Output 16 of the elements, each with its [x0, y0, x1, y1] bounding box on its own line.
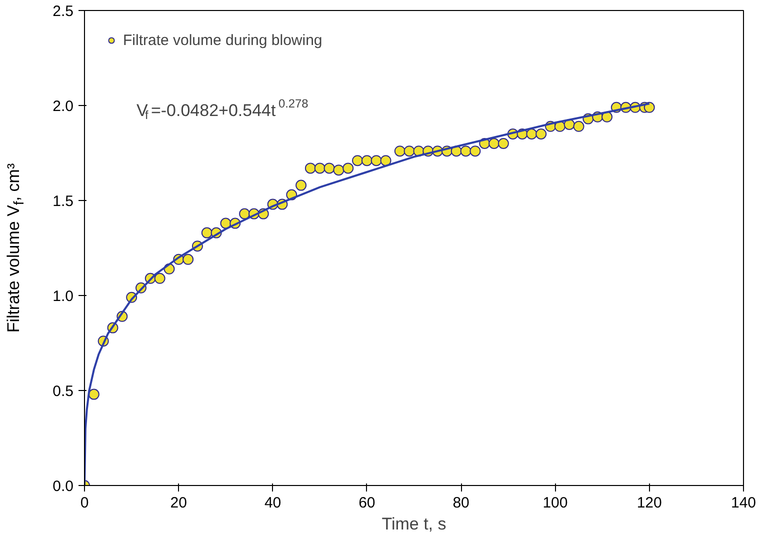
x-tick-label: 20	[170, 494, 187, 512]
legend-label: Filtrate volume during blowing	[123, 32, 322, 48]
x-tick-label: 100	[542, 494, 568, 512]
y-tick-label: 2.0	[52, 98, 74, 115]
x-tick-label: 140	[730, 494, 756, 512]
x-tick-label: 60	[358, 494, 376, 512]
y-tick-label: 2.5	[52, 3, 74, 20]
x-axis-title: Time t, s	[382, 514, 446, 534]
y-tick-label: 0.0	[52, 478, 74, 495]
x-tick-label: 40	[264, 494, 282, 512]
x-tick-label: 80	[452, 494, 470, 512]
x-tick-label: 0	[80, 494, 89, 512]
y-tick-label: 1.0	[52, 288, 74, 305]
y-tick-label: 1.5	[52, 193, 74, 210]
x-tick-label: 120	[636, 494, 662, 512]
y-tick-label: 0.5	[52, 383, 74, 400]
